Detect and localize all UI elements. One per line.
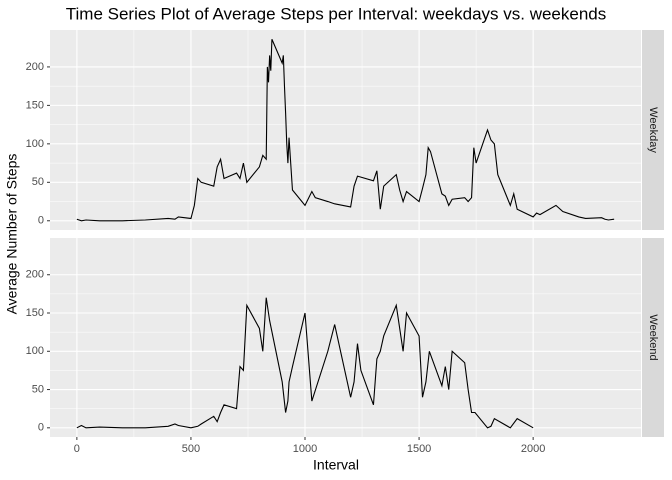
y-tick-label: 100 [26, 345, 44, 357]
y-tick-label: 50 [32, 383, 44, 395]
y-axis-title: Average Number of Steps [4, 154, 20, 315]
x-tick-label: 1500 [407, 443, 431, 455]
y-tick-label: 100 [26, 138, 44, 150]
x-tick-label: 0 [74, 443, 80, 455]
y-tick-label: 150 [26, 99, 44, 111]
series-line [76, 297, 534, 429]
y-tick-label: 0 [38, 215, 44, 227]
strip-label: Weekday [647, 107, 659, 153]
x-tick-label: 1000 [293, 443, 317, 455]
x-axis-title: Interval [313, 457, 359, 473]
panel-background [50, 30, 641, 230]
y-tick-label: 150 [26, 307, 44, 319]
panel-background [50, 238, 641, 437]
y-tick-label: 200 [26, 269, 44, 281]
strip [642, 30, 664, 230]
chart-title: Time Series Plot of Average Steps per In… [66, 4, 607, 23]
y-tick-label: 50 [32, 176, 44, 188]
series-line [76, 39, 615, 222]
x-tick-label: 500 [182, 443, 200, 455]
y-tick-label: 200 [26, 61, 44, 73]
y-tick-label: 0 [38, 422, 44, 434]
x-tick-label: 2000 [521, 443, 545, 455]
strip [642, 238, 664, 437]
strip-label: Weekend [647, 314, 659, 360]
